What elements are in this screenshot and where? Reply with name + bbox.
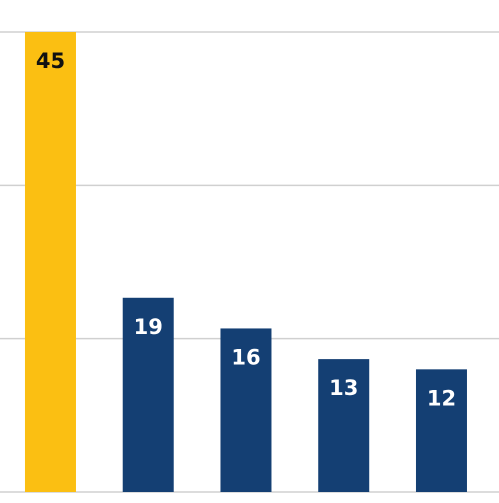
bar [24, 32, 76, 492]
bar [415, 369, 467, 492]
bar [220, 328, 272, 492]
data-label: 45 [36, 49, 65, 73]
data-label: 16 [231, 345, 260, 369]
bar [318, 359, 370, 492]
data-label: 13 [329, 376, 358, 400]
data-label: 19 [134, 315, 163, 339]
bar [122, 297, 174, 492]
data-label: 12 [427, 386, 456, 410]
